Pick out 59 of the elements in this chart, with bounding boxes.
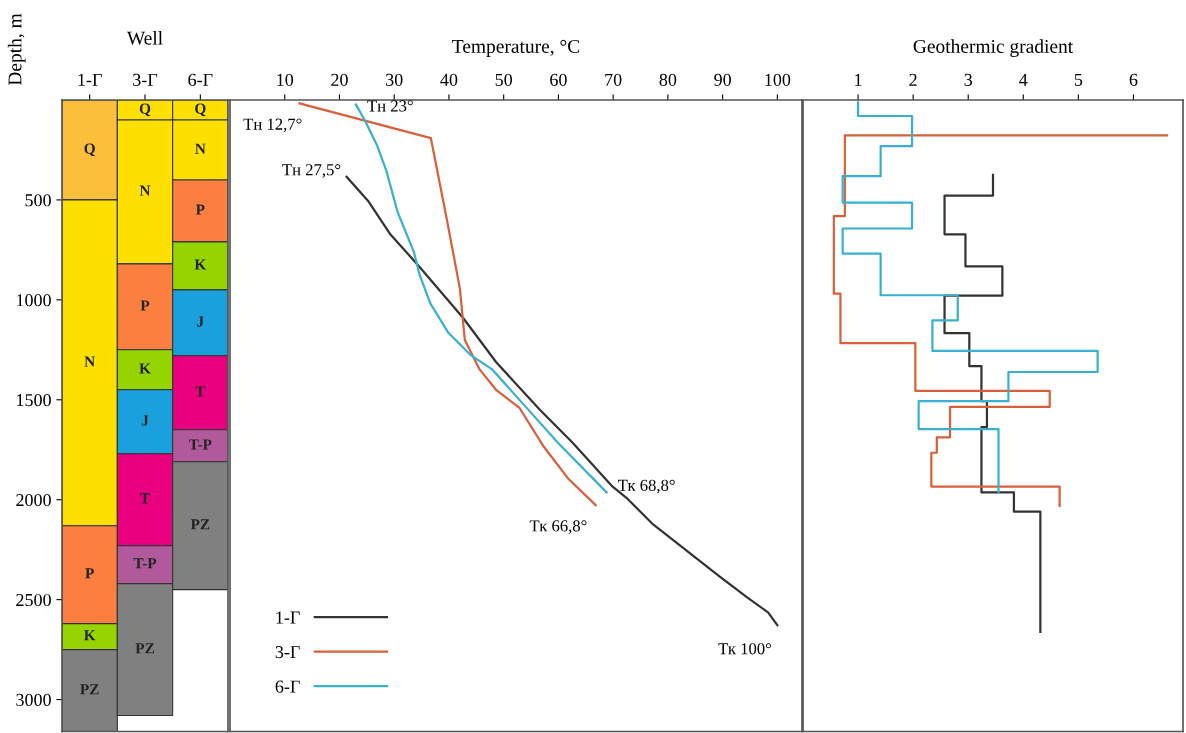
y-tick-label: 2000: [16, 493, 51, 507]
x-tick-label: 3: [964, 73, 973, 86]
x-tick-label: 100: [765, 73, 791, 86]
x-tick-label: 1: [855, 73, 862, 86]
x-tick-label: 20: [331, 73, 348, 86]
y-axis-title: Depth, m: [7, 13, 26, 86]
annotation: Тк 68,8°: [618, 479, 675, 494]
data-label: P: [195, 204, 205, 215]
data-label: Q: [139, 103, 151, 117]
x-tick-label: 1-Г: [78, 73, 102, 86]
x-tick-label: 30: [386, 73, 403, 86]
y-tick-label: 2500: [16, 593, 51, 607]
x-tick-label: 6: [1129, 73, 1138, 86]
data-label: T: [140, 493, 150, 504]
x-tick-label: 2: [909, 73, 917, 86]
data-label: P: [85, 568, 94, 579]
data-label: N: [195, 143, 206, 154]
data-label: PZ: [135, 643, 154, 654]
data-label: J: [141, 415, 149, 426]
y-tick-label: 3000: [16, 693, 51, 706]
data-label: Q: [84, 143, 95, 157]
y-tick-label: 500: [25, 194, 51, 207]
x-tick-label: 70: [605, 73, 622, 86]
x-tick-label: 90: [714, 73, 731, 86]
data-label: Q: [195, 103, 206, 117]
data-label: T-P: [133, 558, 157, 569]
chart-title: Temperature, °C: [452, 39, 580, 57]
data-label: K: [139, 363, 151, 374]
x-tick-label: 5: [1074, 73, 1083, 86]
chart-title: Well: [126, 30, 163, 45]
data-label: PZ: [80, 684, 99, 695]
annotation: Тн 23°: [367, 100, 413, 112]
data-label: N: [84, 356, 95, 367]
x-tick-label: 50: [495, 73, 513, 86]
annotation: Тк 66,8°: [529, 520, 587, 534]
y-tick-label: 1500: [17, 394, 51, 407]
data-label: N: [139, 185, 151, 196]
data-label: T-P: [188, 439, 212, 450]
legend-label: 6-Г: [275, 680, 300, 693]
y-tick-label: 1000: [17, 294, 51, 307]
annotation: Тн 27,5°: [282, 164, 341, 178]
x-tick-label: 40: [440, 73, 458, 86]
data-label: PZ: [190, 519, 210, 530]
data-label: K: [83, 630, 96, 641]
data-label: T: [195, 386, 206, 397]
legend-label: 1-Г: [276, 611, 300, 624]
x-tick-label: 4: [1019, 73, 1028, 86]
chart-title: Geothermic gradient: [913, 39, 1074, 57]
data-label: P: [140, 300, 150, 311]
annotation: Тн 12,7°: [243, 118, 302, 133]
data-label: J: [197, 316, 204, 327]
x-tick-label: 10: [277, 73, 294, 86]
x-tick-label: 3-Г: [133, 73, 158, 86]
annotation: Тк 100°: [718, 643, 771, 655]
x-tick-label: 60: [550, 73, 567, 86]
legend-label: 3-Г: [275, 646, 300, 659]
x-tick-label: 80: [659, 73, 677, 86]
x-tick-label: 6-Г: [188, 73, 213, 86]
data-label: K: [194, 259, 207, 270]
